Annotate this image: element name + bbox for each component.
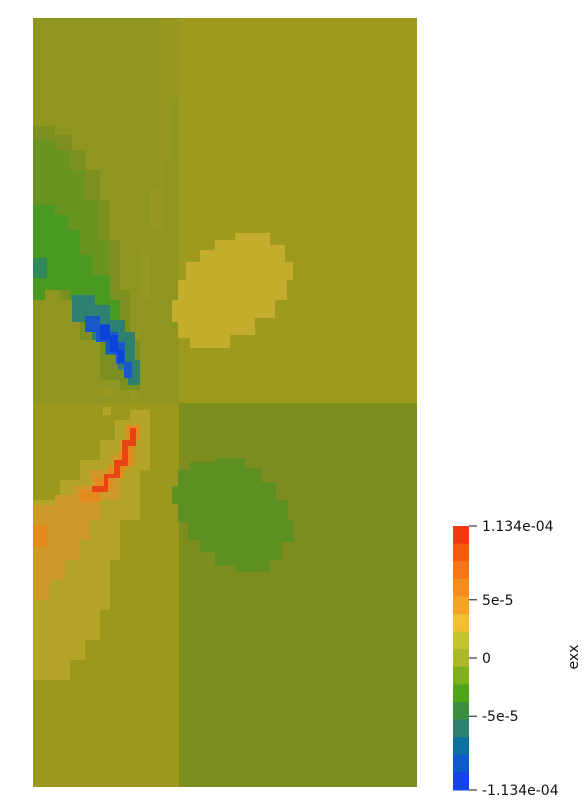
colorbar-swatch xyxy=(453,719,469,738)
colorbar-swatch xyxy=(453,543,469,562)
colorbar-swatch xyxy=(453,561,469,580)
band-top-mid xyxy=(130,18,179,403)
colorbar-swatch xyxy=(453,631,469,650)
lobe-green xyxy=(172,458,294,572)
arc-red xyxy=(92,428,136,492)
colorbar-swatch xyxy=(453,666,469,685)
arc-blue-deep xyxy=(100,325,124,362)
colorbar-swatch xyxy=(453,737,469,756)
colorbar-swatch xyxy=(453,702,469,721)
orange-patch xyxy=(33,525,48,547)
colorbar-title: exx xyxy=(566,645,582,670)
arc-blue xyxy=(85,316,132,378)
colorbar-swatch xyxy=(453,578,469,597)
colorbar-tick-label: 1.134e-04 xyxy=(482,519,554,535)
colorbar-swatch xyxy=(453,596,469,615)
colorbar-swatch xyxy=(453,649,469,668)
colorbar-tick-label: -1.134e-04 xyxy=(482,783,559,799)
colorbar-swatches xyxy=(453,526,469,791)
arc-orange xyxy=(80,425,140,502)
cell xyxy=(103,388,111,396)
colorbar-tick-label: 0 xyxy=(482,651,491,667)
colorbar-swatch xyxy=(453,526,469,545)
cell xyxy=(103,407,111,415)
lobe-yellow xyxy=(172,233,293,348)
colorbar-swatch xyxy=(453,684,469,703)
colorbar-swatch xyxy=(453,614,469,633)
colorbar-swatch xyxy=(453,772,469,791)
colorbar-ticks: 1.134e-04 5e-5 0 -5e-5 -1.134e-04 xyxy=(469,519,559,799)
band-green-strong xyxy=(33,205,120,320)
colorbar-tick-label: -5e-5 xyxy=(482,709,519,725)
colorbar-tick-label: 5e-5 xyxy=(482,593,513,609)
colorbar-swatch xyxy=(453,754,469,773)
teal-patch xyxy=(33,258,47,278)
cell xyxy=(80,462,88,470)
field-base xyxy=(33,18,417,787)
